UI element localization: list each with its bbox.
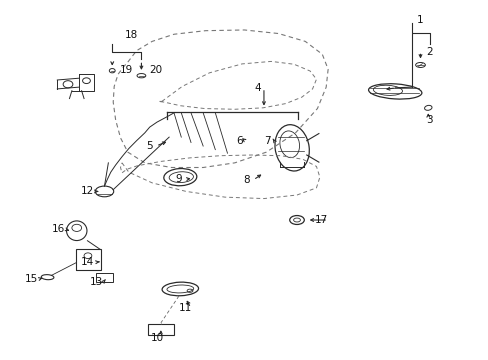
Text: 2: 2 bbox=[425, 47, 432, 57]
Text: 3: 3 bbox=[425, 115, 432, 125]
Text: 7: 7 bbox=[264, 136, 271, 147]
Text: 20: 20 bbox=[149, 65, 162, 75]
Text: 8: 8 bbox=[243, 175, 250, 185]
Text: 14: 14 bbox=[81, 257, 94, 267]
Text: 10: 10 bbox=[150, 333, 163, 343]
Bar bbox=[148, 324, 173, 336]
Text: 12: 12 bbox=[81, 186, 94, 197]
Bar bbox=[96, 273, 113, 282]
Text: 5: 5 bbox=[146, 141, 153, 151]
Text: 1: 1 bbox=[416, 15, 423, 25]
Text: 19: 19 bbox=[120, 65, 133, 75]
Bar bbox=[76, 249, 101, 270]
Text: 18: 18 bbox=[125, 30, 138, 40]
Text: 13: 13 bbox=[89, 277, 102, 287]
Text: 17: 17 bbox=[314, 215, 327, 225]
Text: 11: 11 bbox=[178, 303, 191, 313]
Text: 6: 6 bbox=[236, 136, 243, 147]
Text: 16: 16 bbox=[52, 224, 65, 234]
Text: 4: 4 bbox=[254, 83, 261, 93]
Text: 9: 9 bbox=[175, 174, 182, 184]
Text: 15: 15 bbox=[25, 274, 38, 284]
